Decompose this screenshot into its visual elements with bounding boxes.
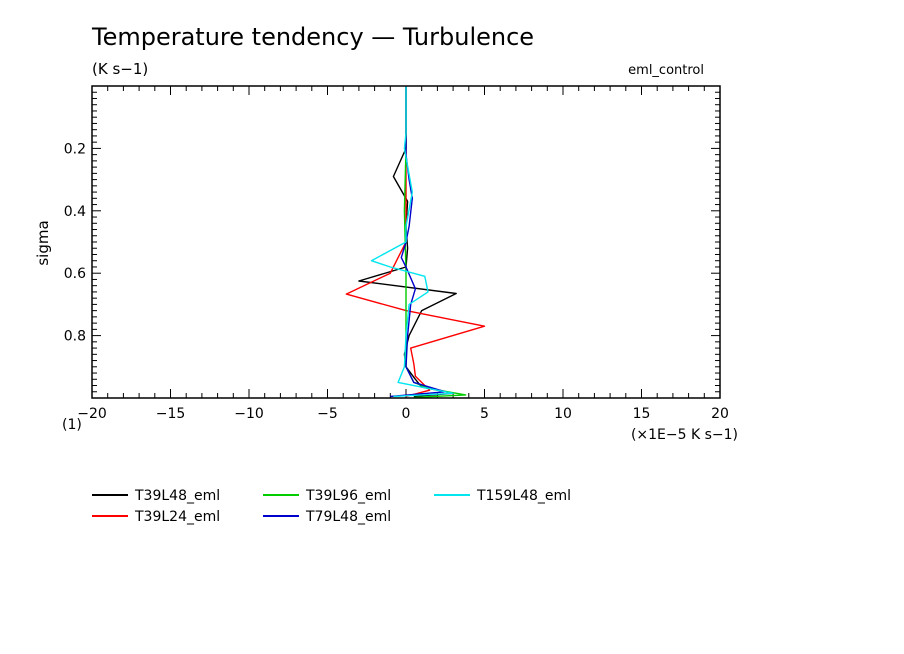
y-tick-labels: 0.2 0.4 0.6 0.8 [64, 141, 86, 344]
legend-label: T39L96_eml [305, 488, 391, 504]
legend-label: T39L24_eml [134, 509, 220, 525]
legend-item: T39L96_eml [263, 488, 391, 504]
x-tick-label: −20 [77, 406, 107, 422]
x-tick-label: −5 [317, 406, 338, 422]
y-tick-label: 0.2 [64, 141, 86, 157]
legend-label: T159L48_eml [476, 488, 571, 504]
x-tick-label: −15 [156, 406, 186, 422]
x-tick-label: 10 [554, 406, 572, 422]
x-tick-label: −10 [234, 406, 264, 422]
y-tick-label: 0.4 [64, 204, 86, 220]
chart-title: Temperature tendency — Turbulence [91, 23, 534, 51]
legend-item: T79L48_eml [263, 509, 391, 525]
series-line-T39L24_eml [345, 86, 486, 398]
series-line-T39L96_eml [403, 86, 467, 399]
legend-item: T39L48_eml [92, 488, 220, 504]
x-tick-label: 0 [402, 406, 411, 422]
legend-label: T79L48_eml [305, 509, 391, 525]
legend: T39L48_eml T39L24_eml T39L96_eml T79L48_eml… [92, 488, 571, 525]
x-tick-label: 20 [711, 406, 729, 422]
x-tick-label: 5 [480, 406, 489, 422]
y-tick-label: 0.8 [64, 329, 86, 345]
y-axis-label: sigma [34, 220, 52, 265]
legend-item: T159L48_eml [434, 488, 571, 504]
series-line-T39L48_eml [358, 86, 457, 398]
run-label: eml_control [628, 63, 704, 78]
legend-label: T39L48_eml [134, 488, 220, 504]
legend-item: T39L24_eml [92, 509, 220, 525]
x-tick-label: 15 [633, 406, 651, 422]
x-scale-label: (1) [62, 417, 82, 433]
y-tick-label: 0.6 [64, 266, 86, 282]
axis-ticks [91, 86, 721, 398]
chart-subtitle: (K s−1) [92, 60, 148, 78]
x-unit-label: (×1E−5 K s−1) [631, 427, 738, 443]
series-line-T159L48_eml [370, 86, 454, 398]
series-lines [345, 86, 486, 399]
x-tick-labels: −20 −15 −10 −5 0 5 10 15 20 [77, 406, 729, 422]
plot-frame [91, 85, 721, 399]
series-line-T79L48_eml [390, 86, 446, 398]
